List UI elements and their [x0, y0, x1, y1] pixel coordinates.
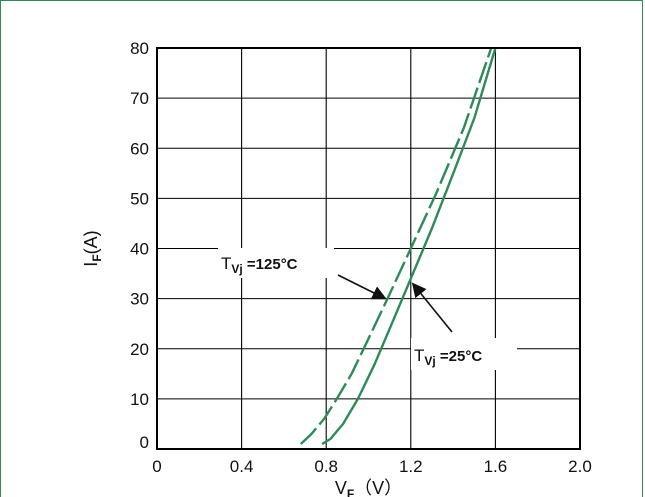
annotation-125c-arrow: [337, 274, 387, 300]
y-tick-label: 40: [130, 240, 149, 259]
data-series: [299, 47, 497, 446]
annotation-25c: TVj =25°C: [411, 282, 517, 370]
annotation-25c-label-rest: =25°C: [436, 348, 483, 365]
series-line-125c: [299, 47, 493, 445]
x-tick-label: 0: [152, 457, 161, 476]
annotation-125c-background: [218, 248, 334, 278]
x-tick-label: 1.6: [484, 457, 508, 476]
plot-area-border: [156, 47, 581, 450]
x-tick-label: 2.0: [568, 457, 592, 476]
y-axis-label-main: I: [81, 262, 101, 267]
annotation-25c-label-sub: Vj: [424, 354, 435, 368]
annotation-25c-background: [411, 338, 517, 370]
annotation-25c-label-main: T: [414, 346, 424, 365]
x-axis-label-sub: F: [347, 487, 354, 497]
series-line-25c: [321, 47, 497, 446]
y-tick-label: 30: [130, 290, 149, 309]
x-axis-ticks: 0 0.4 0.8 1.2 1.6 2.0: [152, 457, 592, 476]
x-tick-label: 1.2: [399, 457, 423, 476]
x-axis-label-unit: （V）: [354, 478, 402, 497]
grid-lines: [157, 48, 580, 449]
annotation-125c-label-main: T: [221, 254, 231, 273]
y-axis-label-sub: F: [90, 254, 104, 261]
y-tick-label: 10: [130, 390, 149, 409]
y-tick-label: 70: [130, 89, 149, 108]
annotation-25c-label: TVj =25°C: [414, 346, 482, 368]
x-axis-label: VF（V）: [335, 478, 402, 497]
annotation-25c-arrow: [411, 282, 453, 333]
annotation-125c: TVj =125°C: [218, 248, 387, 300]
y-tick-label: 80: [130, 39, 149, 58]
x-tick-label: 0.8: [314, 457, 338, 476]
x-tick-label: 0.4: [230, 457, 254, 476]
y-axis-ticks: 0 10 20 30 40 50 60 70 80: [130, 39, 149, 452]
annotation-125c-label: TVj =125°C: [221, 254, 298, 276]
y-tick-label: 50: [130, 189, 149, 208]
y-axis-label: IF(A): [81, 230, 104, 266]
y-tick-label: 0: [140, 433, 149, 452]
y-axis-label-unit: (A): [81, 230, 101, 254]
y-tick-label: 20: [130, 340, 149, 359]
annotation-125c-label-rest: =125°C: [243, 256, 298, 273]
annotation-125c-label-sub: Vj: [231, 262, 242, 276]
y-tick-label: 60: [130, 139, 149, 158]
x-axis-label-main: V: [335, 478, 347, 497]
